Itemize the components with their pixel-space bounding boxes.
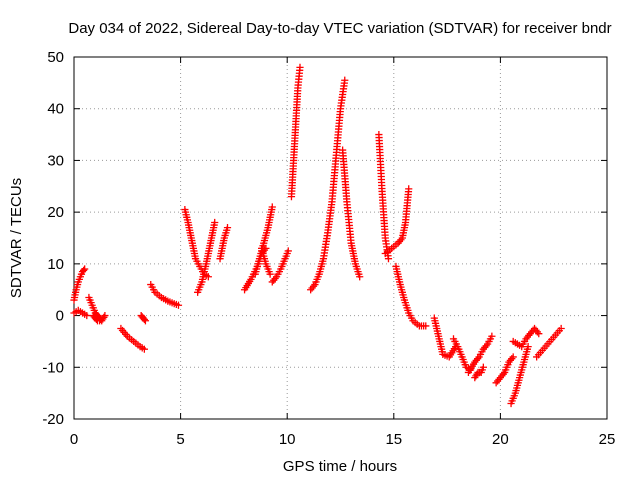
data-point (100, 313, 108, 321)
data-point (557, 324, 565, 333)
x-tick-label: 20 (492, 431, 509, 448)
series-arc-10 (216, 224, 232, 263)
y-tick-label: 50 (47, 49, 64, 66)
data-point (92, 315, 100, 324)
y-tick-label: -10 (42, 359, 64, 376)
data-point (81, 265, 89, 273)
data-point (508, 355, 516, 363)
axis-ticks (73, 56, 608, 420)
data-point (341, 76, 349, 84)
data-point (223, 224, 232, 232)
data-point (533, 328, 541, 336)
x-tick-labels: 0 5 10 15 20 25 (70, 431, 616, 448)
series-arc-24 (471, 363, 487, 382)
y-tick-label: 10 (47, 256, 64, 273)
data-point (499, 370, 507, 378)
y-tick-label: 20 (47, 204, 64, 221)
series-arc-18 (375, 130, 393, 263)
series-arc-14 (268, 247, 292, 286)
data-point (535, 330, 543, 338)
series-arc-16 (307, 76, 349, 294)
series-arc-25 (492, 353, 517, 387)
data-point (296, 63, 304, 71)
data-point (479, 363, 487, 371)
series-arc-17 (339, 146, 364, 281)
y-tick-label: 0 (56, 308, 64, 325)
y-tick-label: -20 (42, 411, 64, 428)
y-tick-label: 30 (47, 152, 64, 169)
data-point (174, 301, 183, 309)
series-arc-9 (194, 218, 219, 296)
x-axis-label: GPS time / hours (283, 458, 397, 475)
data-point (284, 247, 292, 255)
data-point (405, 185, 413, 193)
x-tick-label: 25 (599, 431, 616, 448)
data-point (140, 315, 148, 324)
series-arc-15 (287, 63, 304, 201)
series-arc-20 (392, 262, 430, 330)
y-tick-label: 40 (47, 101, 64, 118)
data-point (474, 355, 482, 363)
series-arc-6 (137, 311, 150, 325)
chart-title: Day 034 of 2022, Sidereal Day-to-day VTE… (68, 20, 611, 37)
data-point (397, 236, 405, 244)
data-point (83, 311, 91, 320)
data-point (266, 270, 274, 278)
series-arc-5 (117, 324, 148, 353)
series-arc-13 (258, 244, 274, 278)
series-arc-4 (89, 311, 104, 325)
series-arc-2 (70, 306, 91, 320)
series-arc-28 (533, 324, 565, 361)
y-axis-label: SDTVAR / TECUs (8, 178, 25, 298)
data-point (509, 353, 517, 361)
x-tick-label: 15 (385, 431, 402, 448)
data-point (95, 317, 104, 325)
data-point (384, 255, 393, 263)
data-point (524, 343, 532, 351)
data-point (211, 218, 219, 227)
data-point (271, 274, 279, 283)
series-arc-19 (381, 185, 413, 258)
data-point (141, 317, 150, 325)
y-tick-labels: -20 -10 0 10 20 30 40 50 (42, 49, 64, 428)
data-point (79, 266, 88, 274)
data-markers (70, 63, 565, 408)
data-point (140, 345, 148, 353)
series-arc-26 (507, 343, 532, 408)
data-point (482, 342, 490, 350)
data-point (356, 273, 364, 281)
x-tick-label: 5 (176, 431, 184, 448)
data-point (268, 203, 276, 211)
data-point (422, 322, 430, 330)
series-arc-21 (430, 314, 460, 361)
data-point (101, 311, 109, 320)
series-arc-7 (147, 280, 183, 309)
series-arc-1 (70, 265, 89, 304)
plot-frame (73, 56, 608, 420)
x-tick-label: 0 (70, 431, 78, 448)
data-point (309, 282, 318, 290)
data-point (488, 332, 496, 340)
series-arc-23 (464, 332, 496, 377)
x-tick-label: 10 (279, 431, 296, 448)
series-arc-27 (509, 324, 543, 351)
grid-lines (74, 57, 607, 419)
